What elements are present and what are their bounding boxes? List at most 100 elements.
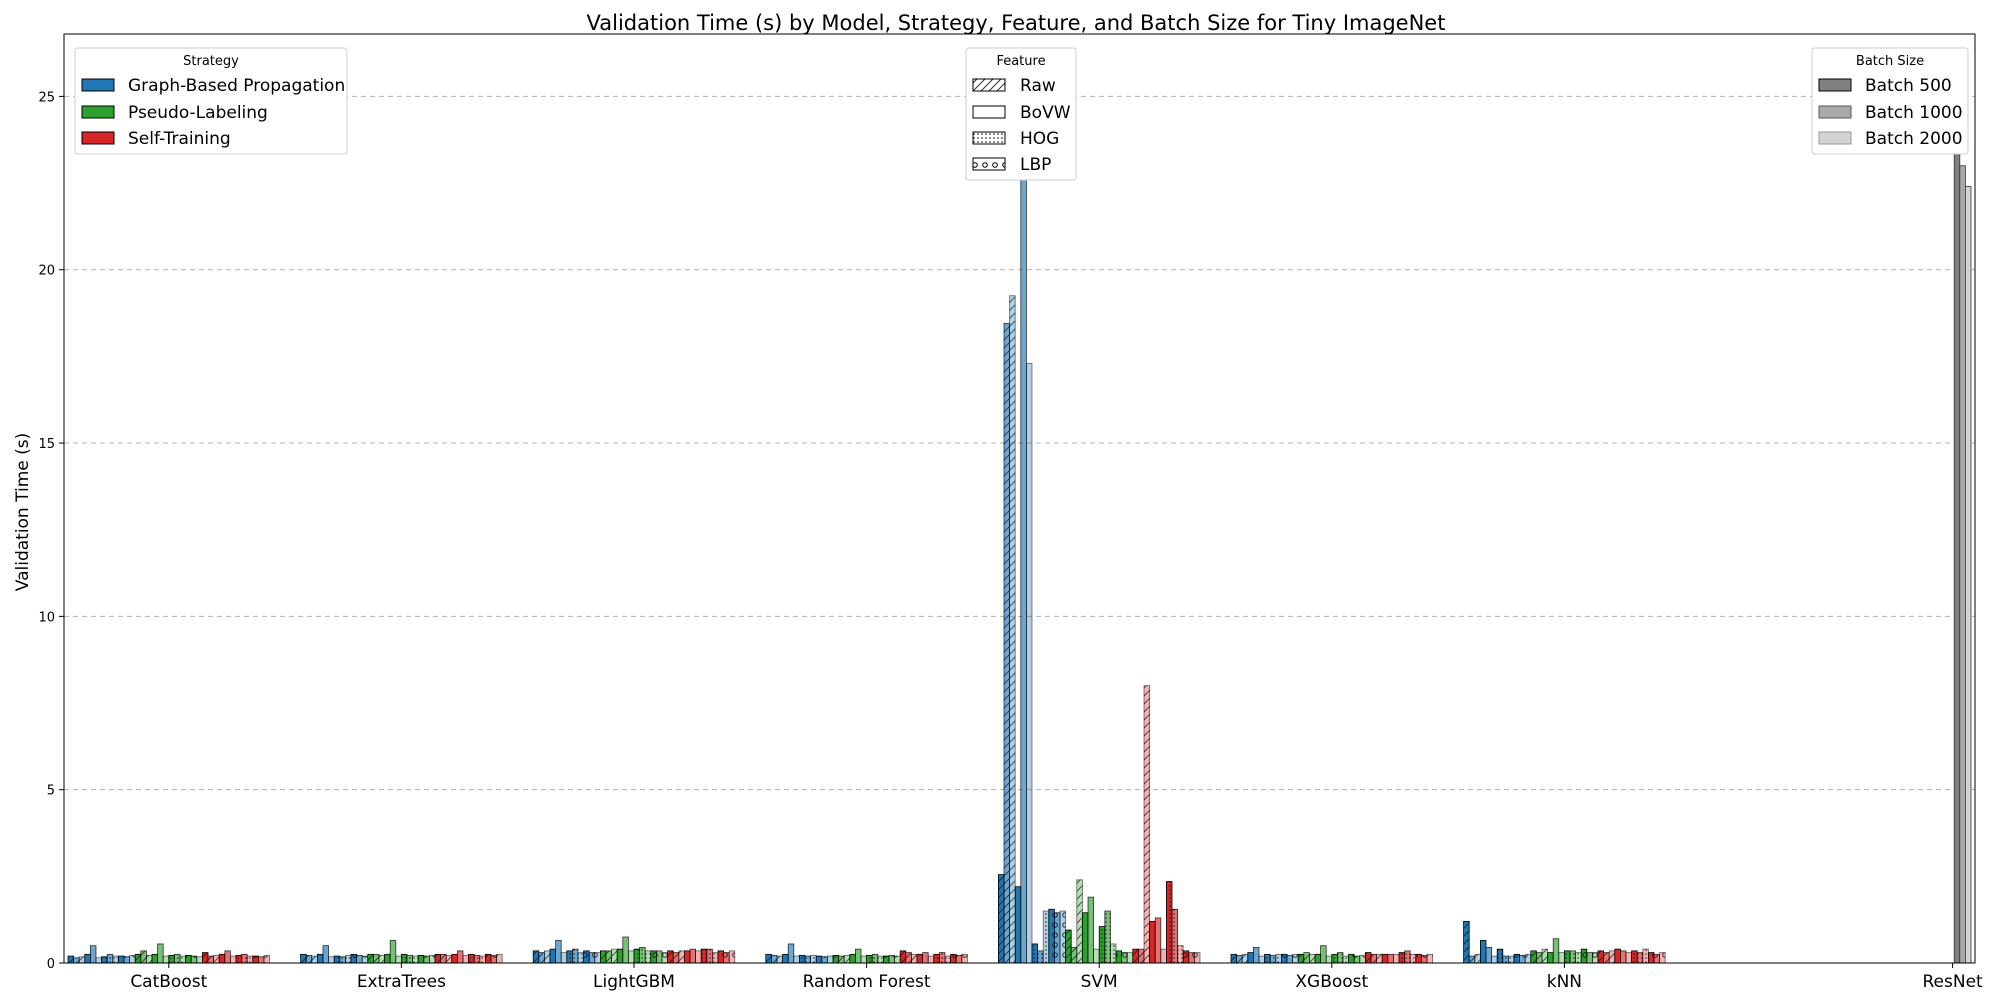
bar-knn-graph-based-raw-1000-hatch <box>1469 956 1475 963</box>
bar-random-forest-pseudo-labeling-lbp-2000-hatch <box>894 956 901 963</box>
bar-knn-self-training-raw-1000-hatch <box>1603 952 1610 963</box>
bar-catboost-self-training-bovw-500 <box>218 953 226 964</box>
legend-item-self-training: Self-Training <box>128 129 231 149</box>
bar-extratrees-self-training-lbp-1000-hatch <box>491 955 497 963</box>
bar-svm-self-training-raw-2000-hatch <box>1144 685 1150 963</box>
bar-xgboost-pseudo-labeling-hog-1000-hatch <box>1337 952 1343 963</box>
bar-random-forest-pseudo-labeling-hog-1000-hatch <box>872 954 878 963</box>
legend-swatch-lbp <box>972 157 1006 171</box>
bar-svm-self-training-raw-1000-hatch <box>1138 949 1144 963</box>
bar-random-forest-self-training-lbp-2000-hatch <box>961 954 968 963</box>
bar-random-forest-graph-based-lbp-1000-hatch <box>821 956 828 963</box>
bar-catboost-graph-based-lbp-1000-hatch <box>124 956 130 963</box>
bar-svm-self-training-hog-1000-hatch <box>1172 909 1178 963</box>
bar-random-forest-graph-based-lbp-500-hatch <box>816 956 822 963</box>
legend-item-batch-1000: Batch 1000 <box>1865 103 1963 123</box>
bar-svm-graph-based-raw-1000-hatch <box>1004 323 1010 963</box>
bar-svm-graph-based-hog-1000-hatch <box>1037 950 1044 963</box>
bar-svm-graph-based-bovw-2000 <box>1026 362 1033 964</box>
bar-svm-graph-based-raw-500-hatch <box>998 874 1004 963</box>
bar-knn-pseudo-labeling-hog-2000-hatch <box>1575 952 1582 963</box>
bar-knn-graph-based-hog-1000-hatch <box>1502 956 1509 963</box>
y-tick-label: 20 <box>38 264 55 279</box>
bar-lightgbm-self-training-raw-500-hatch <box>667 950 674 963</box>
bar-lightgbm-pseudo-labeling-lbp-500-hatch <box>650 950 657 963</box>
bar-random-forest-pseudo-labeling-lbp-500-hatch <box>883 956 889 963</box>
x-tick-label-catboost: CatBoost <box>130 972 207 992</box>
bar-random-forest-pseudo-labeling-bovw-500 <box>849 953 856 964</box>
bar-extratrees-self-training-raw-2000-hatch <box>446 955 452 963</box>
bar-random-forest-self-training-hog-1000-hatch <box>939 952 945 963</box>
bar-lightgbm-graph-based-hog-1000-hatch <box>572 949 578 963</box>
bar-random-forest-graph-based-bovw-2000 <box>793 955 800 964</box>
bar-svm-self-training-raw-500-hatch <box>1132 949 1139 963</box>
bar-xgboost-self-training-hog-500-hatch <box>1399 952 1405 963</box>
bar-catboost-self-training-lbp-500-hatch <box>252 956 259 963</box>
legend-swatch-batch-500 <box>1818 78 1852 92</box>
bar-catboost-graph-based-bovw-500 <box>84 953 91 964</box>
bar-random-forest-self-training-raw-500-hatch <box>900 950 906 963</box>
bar-svm-pseudo-labeling-hog-2000-hatch <box>1110 943 1116 963</box>
bar-svm-pseudo-labeling-bovw-1000 <box>1087 896 1094 964</box>
legend-item-pseudo-labeling: Pseudo-Labeling <box>128 103 268 123</box>
legend-swatch-graph-based <box>81 78 115 92</box>
bar-extratrees-graph-based-lbp-2000-hatch <box>362 956 368 963</box>
bar-extratrees-pseudo-labeling-raw-2000-hatch <box>379 955 385 963</box>
bar-catboost-pseudo-labeling-raw-2000-hatch <box>146 955 152 963</box>
bar-knn-graph-based-bovw-500 <box>1480 940 1487 964</box>
bar-svm-self-training-lbp-500-hatch <box>1183 950 1189 963</box>
bar-lightgbm-graph-based-lbp-500-hatch <box>583 950 590 963</box>
bar-catboost-graph-based-raw-500-hatch <box>68 956 74 963</box>
bar-catboost-self-training-hog-1000-hatch <box>241 954 248 963</box>
bar-extratrees-pseudo-labeling-lbp-1000-hatch <box>423 956 430 963</box>
bar-extratrees-graph-based-bovw-500 <box>316 953 324 964</box>
bar-xgboost-self-training-lbp-2000-hatch <box>1427 954 1433 963</box>
bar-knn-pseudo-labeling-hog-500-hatch <box>1564 950 1570 963</box>
bar-lightgbm-graph-based-bovw-2000 <box>560 952 568 964</box>
bar-extratrees-graph-based-lbp-1000-hatch <box>356 955 363 963</box>
bar-xgboost-graph-based-lbp-1000-hatch <box>1287 955 1293 963</box>
bar-knn-pseudo-labeling-lbp-2000-hatch <box>1592 952 1598 963</box>
bar-random-forest-self-training-hog-2000-hatch <box>945 956 951 963</box>
bar-xgboost-pseudo-labeling-lbp-500-hatch <box>1348 954 1355 963</box>
bar-lightgbm-self-training-lbp-1000-hatch <box>723 952 730 963</box>
bar-extratrees-self-training-hog-2000-hatch <box>479 956 486 963</box>
x-tick-label-svm: SVM <box>1081 972 1118 992</box>
bar-lightgbm-self-training-hog-2000-hatch <box>712 952 718 963</box>
bar-lightgbm-self-training-bovw-2000 <box>695 950 702 964</box>
bar-lightgbm-pseudo-labeling-raw-2000-hatch <box>611 949 618 963</box>
bar-lightgbm-graph-based-bovw-500 <box>549 948 556 964</box>
y-tick-label: 25 <box>38 90 55 105</box>
bar-knn-pseudo-labeling-bovw-500 <box>1547 952 1554 964</box>
y-axis-label: Validation Time (s) <box>13 433 33 591</box>
bar-random-forest-self-training-raw-1000-hatch <box>905 952 912 963</box>
bar-knn-pseudo-labeling-raw-500-hatch <box>1530 950 1537 963</box>
bar-lightgbm-self-training-raw-2000-hatch <box>678 950 685 963</box>
bar-resnet-batch-500 <box>1953 106 1961 964</box>
bar-random-forest-graph-based-hog-2000-hatch <box>810 955 817 963</box>
bar-svm-pseudo-labeling-bovw-500 <box>1082 912 1089 964</box>
bar-xgboost-self-training-raw-500-hatch <box>1365 952 1371 963</box>
bar-random-forest-pseudo-labeling-lbp-1000-hatch <box>889 955 895 963</box>
bar-extratrees-self-training-raw-500-hatch <box>435 954 441 963</box>
legend-item-lbp: LBP <box>1020 155 1051 175</box>
bar-svm-self-training-lbp-2000-hatch <box>1194 952 1200 963</box>
bar-resnet-batch-2000 <box>1965 186 1972 964</box>
bar-extratrees-pseudo-labeling-hog-2000-hatch <box>412 956 419 963</box>
bar-random-forest-self-training-bovw-1000 <box>922 952 929 964</box>
bar-svm-graph-based-bovw-1000 <box>1020 120 1027 964</box>
x-tick-label-random-forest: Random Forest <box>803 972 931 992</box>
bar-knn-self-training-bovw-1000 <box>1620 950 1627 964</box>
bar-xgboost-self-training-bovw-500 <box>1381 953 1389 964</box>
bar-svm-pseudo-labeling-raw-500-hatch <box>1065 930 1072 963</box>
bar-extratrees-pseudo-labeling-lbp-2000-hatch <box>429 955 435 963</box>
bar-xgboost-self-training-hog-1000-hatch <box>1404 950 1411 963</box>
bar-extratrees-self-training-bovw-500 <box>451 953 458 964</box>
bar-xgboost-self-training-raw-2000-hatch <box>1376 954 1383 963</box>
legend-item-batch-500: Batch 500 <box>1865 76 1952 96</box>
bar-knn-self-training-lbp-2000-hatch <box>1659 952 1666 963</box>
bar-xgboost-graph-based-raw-2000-hatch <box>1242 954 1248 963</box>
legend-feature-title: Feature <box>996 54 1045 69</box>
legend-swatch-raw <box>972 78 1006 92</box>
